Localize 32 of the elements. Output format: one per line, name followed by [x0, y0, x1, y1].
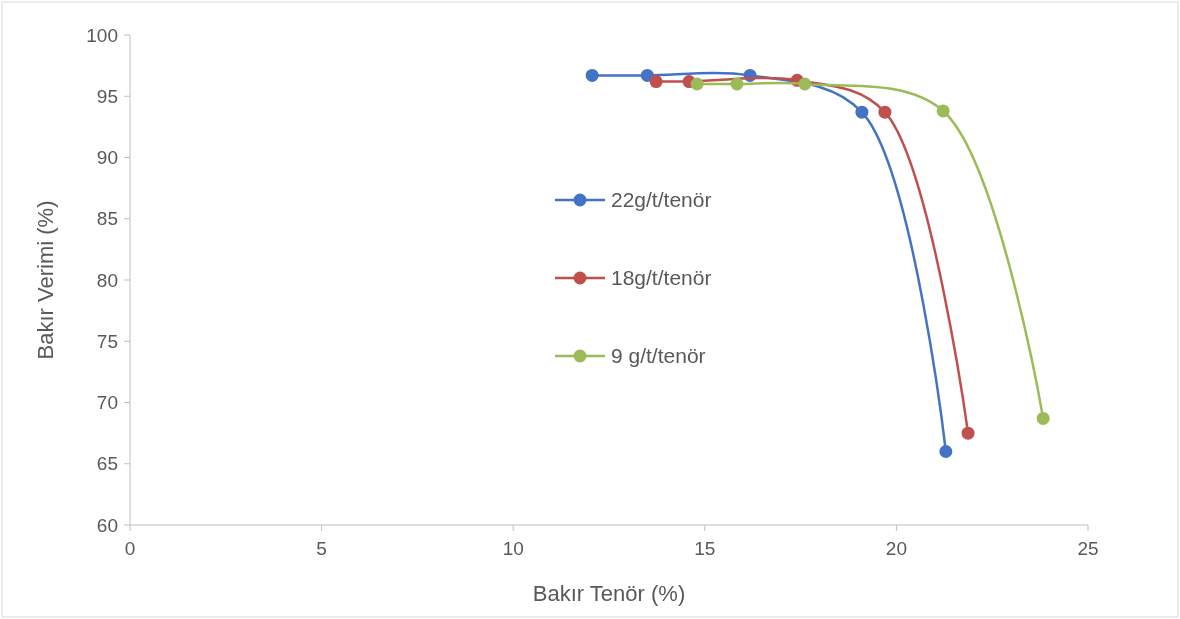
point — [1036, 411, 1050, 425]
y-tick-label: 95 — [96, 85, 118, 107]
point — [961, 426, 975, 440]
x-tick-label: 5 — [316, 538, 327, 559]
point — [690, 77, 704, 91]
legend-label: 18g/t/tenör — [611, 266, 712, 290]
legend-label: 9 g/t/tenör — [611, 344, 706, 368]
point — [939, 445, 953, 458]
x-tick-label: 15 — [694, 538, 716, 559]
y-axis-title: Bakır Verimi (%) — [33, 200, 58, 360]
point — [640, 68, 654, 82]
point — [878, 105, 892, 119]
x-tick-label: 0 — [124, 538, 136, 559]
y-tick-label: 80 — [96, 269, 118, 291]
y-tick-label: 75 — [96, 330, 118, 352]
y-tick-label: 100 — [86, 24, 118, 46]
y-tick-label: 90 — [96, 147, 118, 169]
y-tick-label: 65 — [96, 453, 118, 475]
point — [936, 104, 950, 118]
y-tick-label: 85 — [96, 208, 118, 230]
x-axis-title: Bakır Tenör (%) — [532, 581, 686, 606]
y-tick-label: 70 — [96, 392, 118, 414]
x-tick-label: 20 — [885, 538, 907, 559]
x-tick-label: 10 — [502, 538, 524, 559]
y-tick-label: 60 — [96, 514, 118, 536]
point — [585, 68, 599, 82]
legend-label: 22g/t/tenör — [611, 188, 712, 212]
point — [730, 77, 744, 91]
point — [798, 77, 812, 91]
x-tick-label: 25 — [1077, 538, 1099, 559]
point — [649, 75, 663, 89]
point — [855, 105, 869, 119]
